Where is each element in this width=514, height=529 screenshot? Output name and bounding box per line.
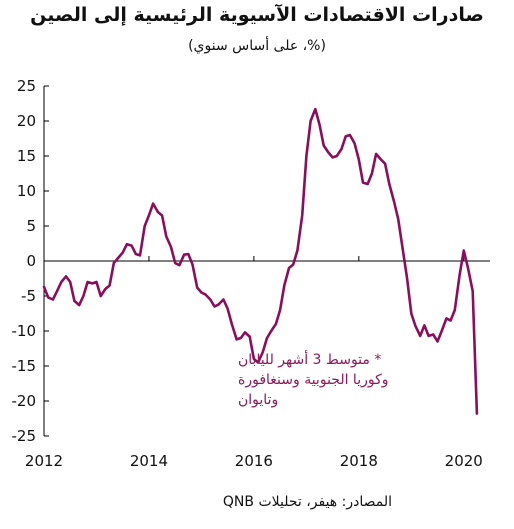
annotation-line: * متوسط 3 أشهر لليابان	[238, 350, 381, 368]
annotation-line: وتايوان	[238, 392, 278, 408]
y-tick-label: 15	[17, 147, 36, 165]
x-axis-ticks: 2012 2014 2016 2018 2020	[25, 256, 483, 470]
y-tick-label: 10	[17, 182, 36, 200]
y-axis-ticks: 25 20 15 10 5 0 -5 -10 -15 -20 -25	[12, 77, 49, 445]
annotation-line: وكوريا الجنوبية وسنغافورة	[238, 372, 389, 388]
chart-title: صادرات الاقتصادات الآسيوية الرئيسية إلى …	[30, 4, 484, 26]
x-tick-label: 2014	[130, 452, 168, 470]
y-tick-label: -25	[12, 427, 37, 445]
x-tick-label: 2018	[340, 452, 378, 470]
source-note: المصادر: هيفر، تحليلات QNB	[222, 494, 392, 510]
x-tick-label: 2016	[235, 452, 273, 470]
x-tick-label: 2020	[445, 452, 483, 470]
x-tick-label: 2012	[25, 452, 63, 470]
chart-annotation: * متوسط 3 أشهر لليابان وكوريا الجنوبية وس…	[238, 350, 389, 408]
y-tick-label: -20	[12, 392, 37, 410]
y-tick-label: 5	[26, 217, 36, 235]
y-tick-label: -10	[12, 322, 37, 340]
y-tick-label: 25	[17, 77, 36, 95]
series-line	[42, 107, 479, 415]
chart-subtitle: (%، على أساس سنوي)	[188, 38, 326, 54]
y-tick-label: -15	[12, 357, 37, 375]
y-tick-label: 0	[26, 252, 36, 270]
y-tick-label: 20	[17, 112, 36, 130]
y-tick-label: -5	[21, 287, 36, 305]
